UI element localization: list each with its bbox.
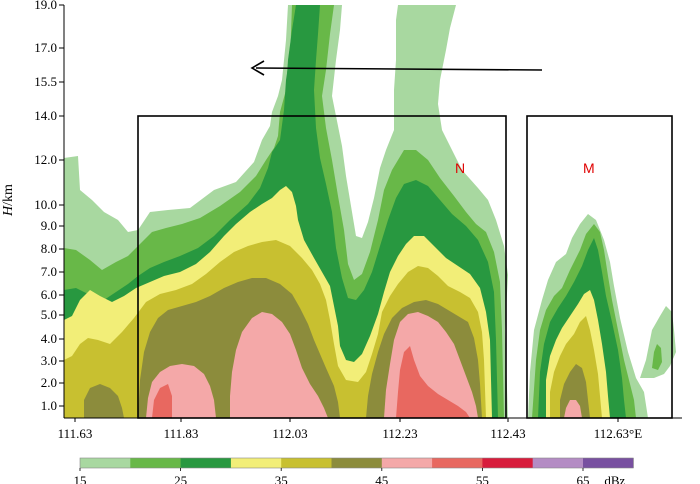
y-tick-label: 9.0 [41, 218, 57, 233]
colorbar: 15 25 35 45 55 65 dBz [74, 457, 634, 484]
colorbar-swatch [381, 458, 433, 468]
y-axis-title: H/km [1, 184, 16, 217]
colorbar-tick-label: 15 [74, 473, 87, 484]
y-tick-label: 14.0 [34, 108, 57, 123]
y-tick-label: 2.0 [41, 375, 57, 390]
y-tick-label: 3.0 [41, 353, 57, 368]
y-tick-label: 5.0 [41, 307, 57, 322]
y-tick-label: 6.0 [41, 287, 57, 302]
colorbar-swatch [281, 458, 332, 468]
colorbar-swatch [432, 458, 483, 468]
echo-50dbz-west [152, 384, 172, 418]
colorbar-tick-label: 25 [174, 473, 187, 484]
region-label-n: N [455, 160, 465, 176]
y-tick-label: 17.0 [34, 40, 57, 55]
x-tick-label: 112.23 [382, 426, 417, 441]
colorbar-swatch [230, 458, 282, 468]
y-tick-label: 4.0 [41, 331, 57, 346]
colorbar-outline [79, 457, 634, 469]
motion-arrow [250, 60, 543, 76]
echo-40dbz-west [84, 384, 124, 418]
echo-15dbz-far-east [640, 306, 676, 378]
echo-20dbz-far-east [652, 344, 662, 370]
colorbar-tick-label: 45 [375, 473, 388, 484]
colorbar-swatch [331, 458, 383, 468]
echo-45dbz-mid [230, 312, 328, 418]
echo-50dbz-center [396, 346, 470, 418]
colorbar-tick-label: 35 [275, 473, 288, 484]
colorbar-swatch [583, 458, 634, 468]
x-axis: 111.63 111.83 112.03 112.23 112.43 112.63°E [58, 418, 642, 441]
y-axis: 1.0 2.0 3.0 4.0 5.0 6.0 7.0 8.0 9.0 10.0 12.0 14.0 1… [34, 0, 64, 413]
x-tick-label: 112.63°E [594, 426, 642, 441]
colorbar-swatch [532, 458, 584, 468]
y-tick-label: 15.5 [34, 74, 57, 89]
x-tick-label: 112.03 [272, 426, 307, 441]
colorbar-tick-label: 65 [577, 473, 590, 484]
y-tick-label: 10.0 [34, 197, 57, 212]
colorbar-swatch [180, 458, 232, 468]
colorbar-tick-label: 55 [476, 473, 489, 484]
x-tick-label: 112.43 [490, 426, 525, 441]
y-axis-title-var: H [1, 205, 16, 217]
y-tick-label: 1.0 [41, 398, 57, 413]
colorbar-swatch [130, 458, 181, 468]
x-tick-label: 111.83 [164, 426, 199, 441]
x-tick-label: 111.63 [58, 426, 93, 441]
colorbar-swatch [80, 458, 131, 468]
echo-40dbz-east [560, 364, 590, 418]
reflectivity-field [64, 5, 676, 418]
plot-frame [63, 5, 682, 419]
y-tick-label: 8.0 [41, 241, 57, 256]
region-label-m: M [583, 160, 595, 176]
y-tick-label: 12.0 [34, 152, 57, 167]
y-axis-title-unit: /km [1, 184, 16, 206]
echo-45dbz-east [564, 400, 582, 418]
y-tick-label: 19.0 [34, 0, 57, 12]
colorbar-unit: dBz [604, 473, 625, 484]
y-tick-label: 7.0 [41, 264, 57, 279]
colorbar-swatch [482, 458, 534, 468]
